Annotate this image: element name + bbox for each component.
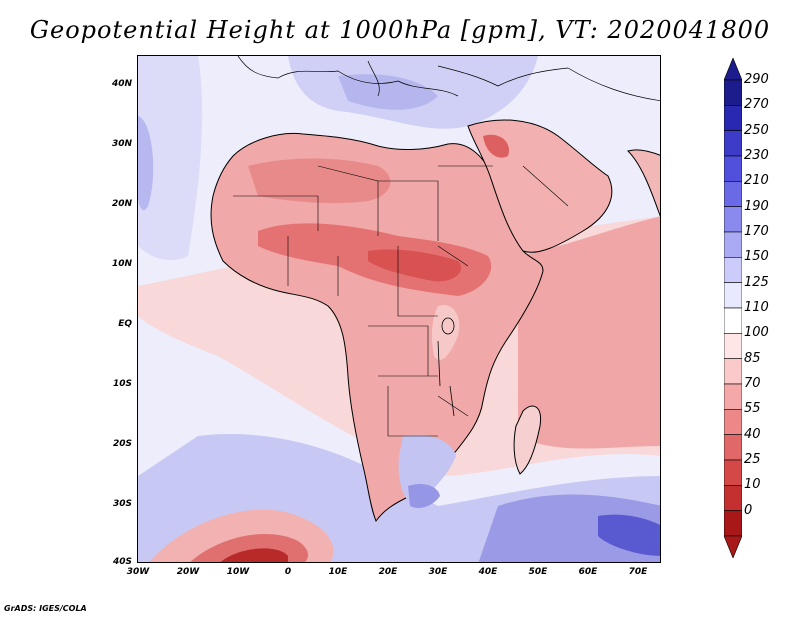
- chart-title: Geopotential Height at 1000hPa [gpm], VT…: [29, 16, 771, 44]
- colorbar-swatch: [724, 282, 742, 309]
- colorbar-level-label: 40: [744, 426, 761, 442]
- colorbar-level-label: 100: [744, 325, 769, 341]
- colorbar-bottom-arrow: [724, 535, 742, 558]
- lon-label-60e: 60E: [578, 567, 598, 577]
- southern-deep-cool: [598, 514, 660, 556]
- sahel-hot-core: [368, 249, 462, 282]
- colorbar-level-label: 270: [744, 97, 769, 113]
- lat-label-40s: 40S: [112, 557, 132, 567]
- lat-label-20s: 20S: [112, 439, 132, 449]
- lat-label-10n: 10N: [111, 259, 132, 269]
- sa-low-core: [220, 548, 288, 562]
- lon-label-10w: 10W: [226, 567, 250, 577]
- lake-victoria: [441, 317, 455, 335]
- europe-coastline: [237, 56, 660, 102]
- colorbar-level-label: 230: [744, 148, 769, 163]
- colorbar-swatch: [724, 257, 742, 283]
- colorbar-swatch: [724, 307, 742, 334]
- lon-label-30w: 30W: [126, 567, 150, 577]
- lon-label-70e: 70E: [628, 567, 648, 577]
- lon-label-50e: 50E: [528, 567, 548, 577]
- colorbar-level-label: 0: [744, 502, 753, 518]
- colorbar-swatch: [724, 409, 742, 435]
- colorbar-level-label: 25: [744, 452, 761, 467]
- med-cool-core: [338, 74, 438, 110]
- map-plot-area: [137, 55, 661, 563]
- colorbar-swatches: [724, 58, 742, 558]
- colorbar-swatch: [724, 105, 742, 131]
- arabia-hot-spot: [483, 134, 509, 158]
- colorbar-level-label: 70: [744, 376, 761, 391]
- colorbar-level-label: 85: [744, 350, 761, 366]
- sahara-warm: [248, 158, 391, 204]
- colorbar-level-label: 250: [744, 122, 769, 138]
- atlantic-north-cool: [138, 56, 203, 261]
- colorbar-swatch: [724, 510, 742, 537]
- colorbar-level-label: 125: [744, 274, 769, 290]
- lon-label-40e: 40E: [478, 567, 498, 577]
- colorbar-swatch: [724, 206, 742, 233]
- colorbar-swatch: [724, 459, 742, 486]
- lon-label-0: 0: [284, 567, 292, 577]
- country-borders: [233, 165, 569, 437]
- lat-label-30n: 30N: [111, 139, 132, 149]
- map-svg: [138, 56, 660, 562]
- colorbar-swatch: [724, 333, 742, 359]
- colorbar-level-label: 10: [744, 477, 761, 493]
- colorbar-swatch: [724, 231, 742, 258]
- colorbar-top-arrow: [724, 58, 742, 81]
- colorbar-level-label: 170: [744, 224, 769, 239]
- colorbar-swatch: [724, 130, 742, 157]
- colorbar: [724, 58, 742, 558]
- east-africa-highland: [431, 305, 460, 360]
- colorbar-level-label: 190: [744, 198, 769, 214]
- lat-label-eq: EQ: [118, 319, 132, 329]
- colorbar-level-label: 110: [744, 300, 769, 315]
- colorbar-swatch: [724, 358, 742, 385]
- colorbar-level-label: 290: [744, 72, 769, 87]
- madagascar: [513, 405, 542, 475]
- colorbar-swatch: [724, 155, 742, 182]
- lake-tanganyika: [437, 340, 441, 387]
- lat-label-10s: 10S: [112, 379, 132, 389]
- atlantic-cool-patch: [138, 116, 154, 211]
- india-edge: [627, 149, 660, 217]
- lon-label-10e: 10E: [328, 567, 348, 577]
- colorbar-level-label: 150: [744, 249, 769, 265]
- indian-ocean-warm: [518, 216, 660, 449]
- lon-label-20e: 20E: [378, 567, 398, 577]
- colorbar-level-label: 210: [744, 173, 769, 189]
- credit-text: GrADS: IGES/COLA: [4, 604, 87, 613]
- lon-label-20w: 20W: [176, 567, 200, 577]
- lake-malawi: [449, 385, 455, 417]
- lat-label-40n: 40N: [111, 79, 132, 89]
- colorbar-swatch: [724, 434, 742, 461]
- south-africa-cool-core: [408, 484, 440, 508]
- lon-label-30e: 30E: [428, 567, 448, 577]
- colorbar-swatch: [724, 383, 742, 410]
- colorbar-level-label: 55: [744, 401, 761, 417]
- colorbar-swatch: [724, 79, 742, 106]
- colorbar-swatch: [724, 181, 742, 207]
- lat-label-20n: 20N: [111, 199, 132, 209]
- lat-label-30s: 30S: [112, 499, 132, 509]
- colorbar-swatch: [724, 485, 742, 511]
